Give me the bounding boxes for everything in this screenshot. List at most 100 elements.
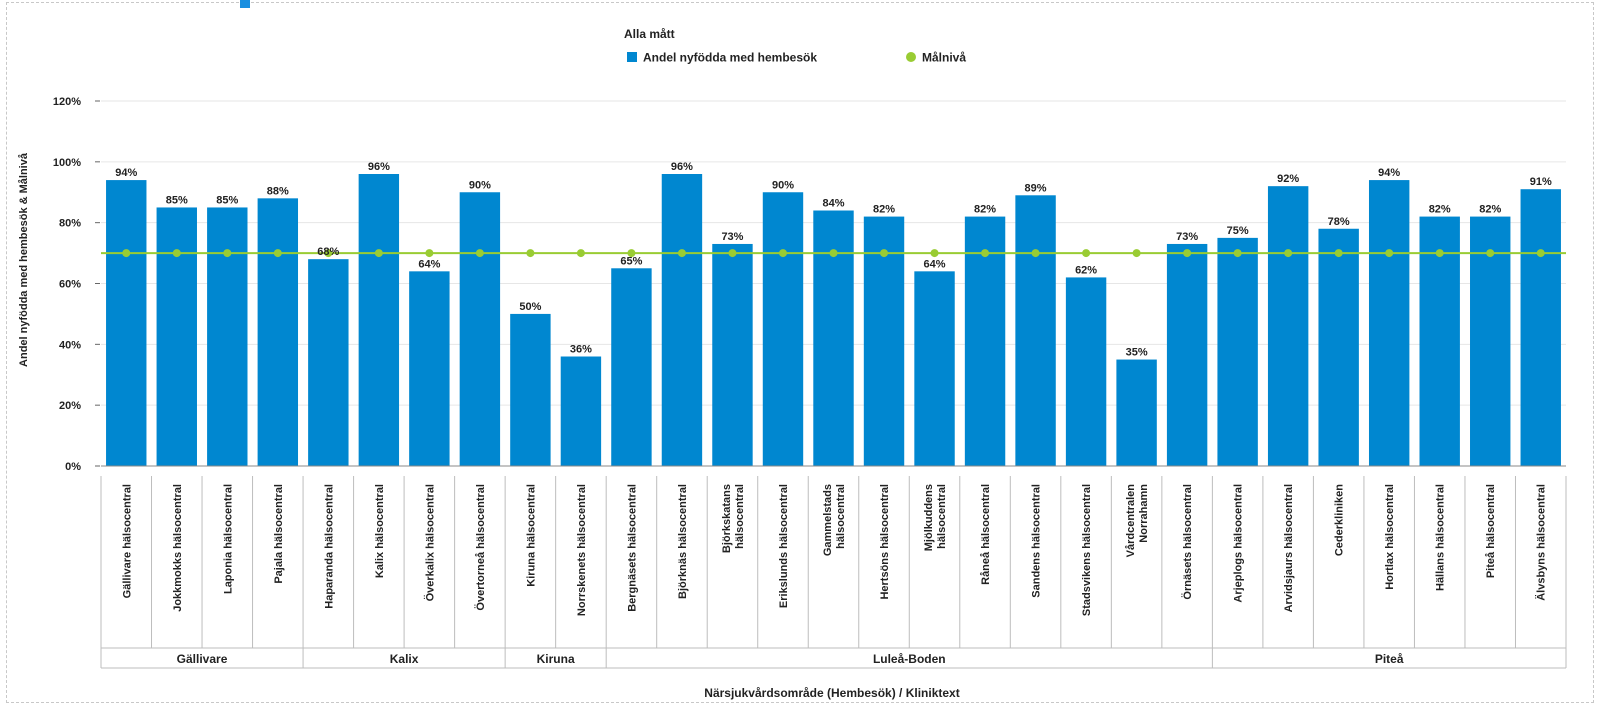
bar[interactable] [560,356,602,467]
target-series [101,249,1566,258]
bar-value-label: 50% [519,301,541,313]
bar[interactable] [712,243,753,466]
bar-value-label: 90% [772,179,794,191]
bar[interactable] [1318,228,1359,466]
target-point[interactable] [829,249,838,258]
bar[interactable] [1520,189,1561,467]
bar-value-label: 85% [216,194,238,206]
bar[interactable] [156,207,197,467]
target-point[interactable] [273,249,282,258]
target-point[interactable] [324,249,333,258]
bar[interactable] [762,192,804,466]
bar[interactable] [863,216,905,466]
bar[interactable] [1015,195,1056,466]
category-label: Hortlax hälsocentral [1384,484,1396,590]
legend-label-target[interactable]: Målnivå [922,51,966,65]
bar[interactable] [1470,216,1511,466]
bar[interactable] [459,192,501,466]
legend-label-bar[interactable]: Andel nyfödda med hembesök [643,51,817,65]
target-point[interactable] [576,249,585,258]
target-point[interactable] [677,249,686,258]
target-point[interactable] [1082,249,1091,258]
target-point[interactable] [1486,249,1495,258]
bar[interactable] [409,271,450,466]
bar-value-label: 91% [1530,176,1552,188]
bar[interactable] [1116,359,1157,466]
bar-value-label: 84% [822,198,844,210]
target-point[interactable] [172,249,181,258]
target-point[interactable] [627,249,636,258]
bar[interactable] [1217,237,1258,466]
y-tick-label: 80% [59,218,81,230]
target-point[interactable] [374,249,383,258]
bar-series [106,174,1561,467]
target-point[interactable] [1334,249,1343,258]
bar-value-label: 35% [1126,347,1148,359]
category-label: Pajala hälsocentral [273,484,285,584]
group-label: Piteå [1375,652,1404,666]
target-point[interactable] [122,249,131,258]
bar[interactable] [1368,180,1410,467]
bar[interactable] [308,259,349,466]
target-point[interactable] [778,249,787,258]
target-point[interactable] [1435,249,1444,258]
category-label: hälsocentral [835,484,847,549]
target-point[interactable] [1132,249,1141,258]
target-point[interactable] [425,249,434,258]
group-label: Gällivare [177,652,228,666]
target-point[interactable] [930,249,939,258]
bar-value-label: 82% [1479,204,1501,216]
category-label: Bergnäsets hälsocentral [626,484,638,612]
bar[interactable] [611,268,652,466]
target-point[interactable] [475,249,484,258]
target-point[interactable] [1233,249,1242,258]
target-point[interactable] [223,249,232,258]
bar[interactable] [914,271,955,466]
category-label: hälsocentral [936,484,948,549]
bar-value-label: 64% [418,258,440,270]
bar[interactable] [964,216,1006,466]
category-label: Vårdcentralen [1125,484,1137,558]
group-label: Luleå-Boden [873,652,946,666]
bar[interactable] [257,198,299,467]
bar-value-label: 65% [620,255,642,267]
y-axis-title: Andel nyfödda med hembesök & Målnivå [18,152,30,367]
target-point[interactable] [1536,249,1545,258]
target-point[interactable] [1183,249,1192,258]
bar[interactable] [1166,243,1208,466]
bar-value-label: 82% [873,204,895,216]
bar[interactable] [106,180,147,467]
y-axis: 0% 20% 40% 60% 80% 100% 120% [53,96,100,473]
target-point[interactable] [728,249,737,258]
bar-value-label: 92% [1277,173,1299,185]
bar[interactable] [510,313,551,466]
bar-value-label: 82% [1429,204,1451,216]
bar[interactable] [358,174,400,466]
bar-value-label: 82% [974,204,996,216]
bar[interactable] [1065,277,1107,466]
category-label: Jokkmokks hälsocentral [172,484,184,612]
target-point[interactable] [1284,249,1293,258]
group-label: Kalix [390,652,419,666]
y-tick-label: 60% [59,279,81,291]
target-point[interactable] [981,249,990,258]
bar[interactable] [1267,186,1309,466]
category-label: Överkalix hälsocentral [423,484,436,601]
bar[interactable] [813,210,854,467]
category-label: Kalix hälsocentral [374,484,386,578]
y-tick-label: 120% [53,96,81,108]
bar[interactable] [661,174,703,466]
target-point[interactable] [1385,249,1394,258]
y-tick-label: 100% [53,157,81,169]
category-label: Gällivare hälsocentral [121,484,133,598]
category-label: Piteå hälsocentral [1485,484,1497,578]
bar-value-label: 36% [570,344,592,356]
target-point[interactable] [526,249,535,258]
category-label: Arvidsjaurs hälsocentral [1283,484,1295,612]
target-point[interactable] [880,249,889,258]
bar[interactable] [207,207,248,467]
bar[interactable] [1419,216,1460,466]
data-labels: 94% 85% 85% 88% 68% 96% 64% 90% 50% 36% 65% 96% 73% 9… [115,161,1552,359]
target-point[interactable] [1031,249,1040,258]
bar-value-label: 62% [1075,264,1097,276]
